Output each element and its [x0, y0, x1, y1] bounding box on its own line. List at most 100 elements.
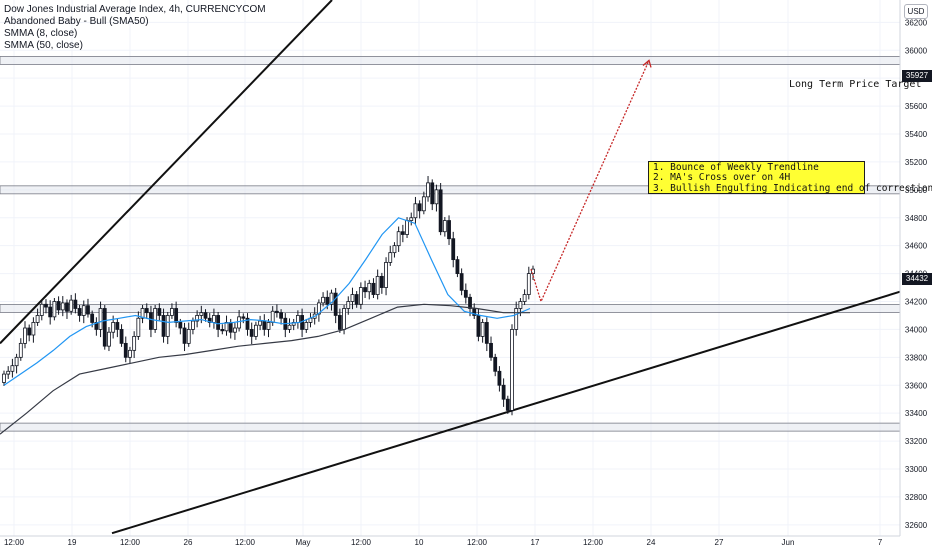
down-candle: [123, 342, 128, 358]
up-candle: [60, 302, 65, 311]
legend-pattern: Abandoned Baby - Bull (SMA50): [4, 16, 149, 27]
up-candle: [52, 301, 57, 318]
down-candle: [447, 220, 451, 240]
up-candle: [367, 282, 372, 293]
up-candle: [237, 316, 242, 329]
up-candle: [350, 294, 355, 302]
up-candle: [321, 296, 325, 304]
chart-grid: [0, 0, 900, 536]
up-candle: [170, 308, 174, 316]
down-candle: [274, 310, 279, 314]
price-zone: [0, 56, 901, 65]
down-candle: [501, 384, 506, 400]
up-candle: [342, 308, 346, 330]
down-candle: [417, 203, 422, 212]
up-candle: [258, 320, 263, 326]
up-candle: [14, 356, 19, 367]
price-tick-label: 35400: [905, 130, 928, 139]
up-candle: [254, 324, 258, 337]
down-candle: [363, 287, 367, 293]
up-candle: [111, 322, 116, 333]
time-tick-label: 12:00: [235, 538, 256, 547]
up-candle: [212, 315, 216, 323]
down-candle: [182, 327, 187, 344]
projection-path: [530, 59, 652, 304]
down-candle: [430, 182, 435, 205]
up-candle: [23, 327, 27, 344]
legend-title: Dow Jones Industrial Average Index, 4h, …: [4, 4, 266, 15]
up-candle: [224, 322, 229, 332]
price-tick-label: 36000: [905, 46, 928, 55]
price-tick-label: 35600: [905, 102, 928, 111]
up-candle: [329, 292, 334, 305]
time-tick-label: 12:00: [467, 538, 488, 547]
price-tick-label: 34800: [905, 214, 928, 223]
up-candle: [405, 220, 409, 235]
up-candle: [136, 317, 141, 337]
up-candle: [442, 220, 447, 233]
down-candle: [497, 370, 502, 386]
down-candle: [149, 312, 153, 330]
price-tick-label: 33800: [905, 353, 928, 362]
price-tick-label: 34600: [905, 242, 928, 251]
down-candle: [337, 315, 342, 330]
price-tick-label: 34200: [905, 298, 928, 307]
up-candle: [266, 322, 271, 330]
up-candle: [522, 294, 527, 302]
down-candle: [245, 317, 250, 330]
legend-smma8: SMMA (8, close): [4, 28, 78, 39]
trendlines: [0, 0, 901, 535]
time-tick-label: 12:00: [4, 538, 25, 547]
down-candle: [90, 313, 95, 323]
up-candle: [434, 189, 439, 205]
time-tick-label: 10: [415, 538, 424, 547]
reason-2: 2. MA's Cross over on 4H: [653, 172, 791, 184]
up-candle: [514, 308, 519, 330]
down-candle: [174, 308, 179, 323]
time-axis[interactable]: 12:00 19 12:00 26 12:00 May 12:00 10 12:00 17 12:0…: [0, 535, 900, 547]
down-candle: [220, 329, 225, 332]
down-candle: [379, 275, 384, 288]
up-candle: [510, 329, 514, 411]
time-tick-label: 7: [878, 538, 883, 547]
down-candle: [144, 308, 149, 314]
down-candle: [157, 308, 162, 316]
reason-3: 3. Bullish Engulfing Indicating end of c…: [653, 182, 932, 194]
down-candle: [476, 315, 481, 337]
currency-badge[interactable]: USD: [904, 4, 928, 19]
lower-trendline: [111, 290, 901, 535]
down-candle: [489, 342, 493, 358]
time-tick-label: 19: [68, 538, 77, 547]
down-candle: [455, 259, 460, 274]
price-tick-label: 32800: [905, 493, 928, 502]
down-candle: [325, 296, 330, 305]
up-candle: [69, 299, 74, 312]
up-candle: [31, 322, 36, 336]
up-candle: [526, 273, 531, 295]
down-candle: [333, 292, 338, 316]
up-candle: [10, 365, 15, 372]
down-candle: [44, 303, 48, 308]
price-tick-label: 33000: [905, 465, 928, 474]
time-tick-label: 26: [184, 538, 193, 547]
down-candle: [203, 312, 208, 319]
down-candle: [77, 308, 82, 316]
up-candle: [18, 342, 23, 358]
up-candle: [98, 308, 103, 330]
up-candle: [426, 182, 430, 198]
down-candle: [484, 322, 489, 344]
up-candle: [518, 301, 523, 309]
price-tick-label: 32600: [905, 521, 928, 530]
down-candle: [178, 322, 183, 329]
price-tick-label: 33600: [905, 381, 928, 390]
down-candle: [249, 329, 254, 337]
up-candle: [165, 315, 170, 337]
up-candle: [199, 312, 204, 316]
down-candle: [73, 299, 78, 309]
chart-legend: Dow Jones Industrial Average Index, 4h, …: [4, 4, 266, 52]
price-tick-label: 33400: [905, 409, 928, 418]
down-candle: [438, 189, 443, 233]
up-candle: [233, 327, 237, 333]
down-candle: [161, 315, 166, 337]
